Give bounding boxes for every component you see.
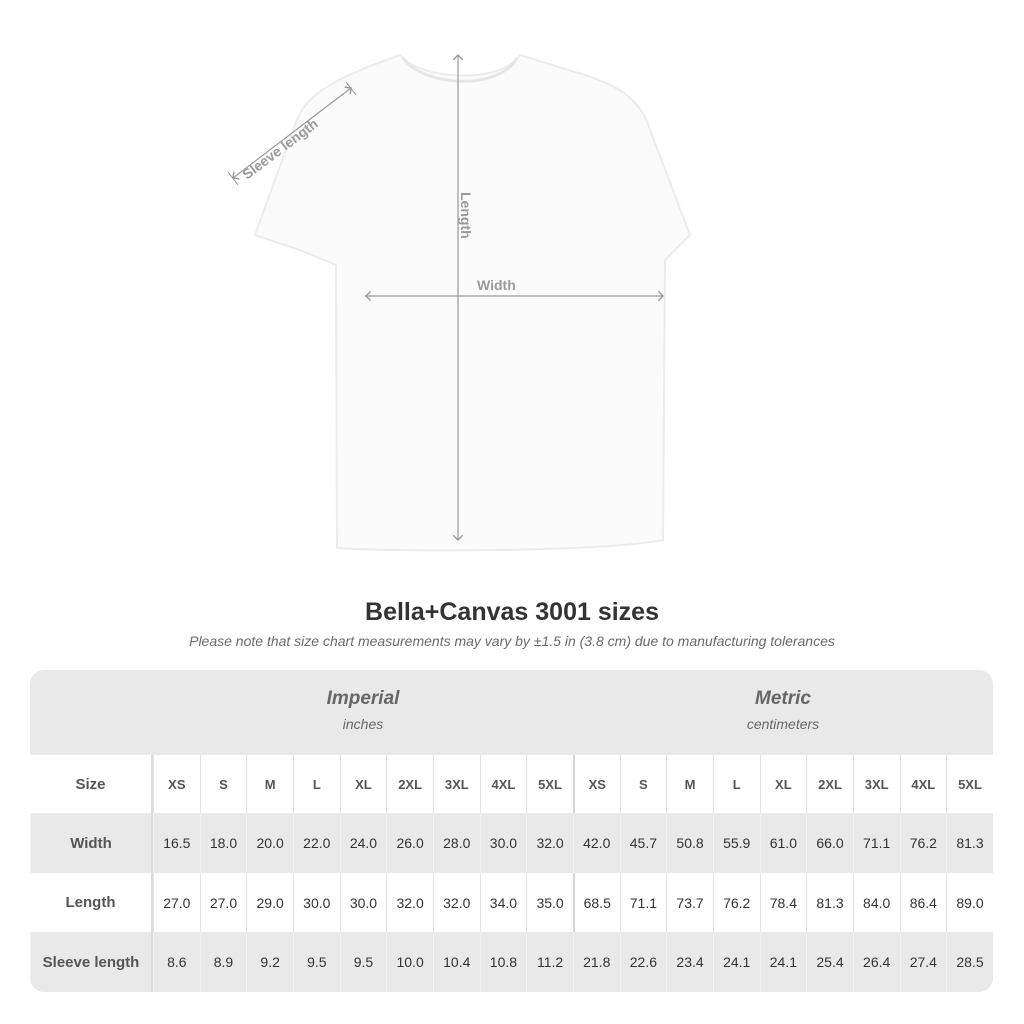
metric-value-cell: 81.3 <box>946 813 993 873</box>
metric-value-cell: 28.5 <box>946 932 993 992</box>
imperial-value-cell: 26.0 <box>386 813 433 873</box>
size-header-cell: S <box>199 755 247 813</box>
imperial-value-cell: 29.0 <box>246 873 293 932</box>
tolerance-note: Please note that size chart measurements… <box>189 633 835 649</box>
imperial-value-cell: 32.0 <box>386 873 433 932</box>
metric-value-cell: 66.0 <box>806 813 853 873</box>
imperial-value-cell: 35.0 <box>526 873 573 932</box>
metric-label: Metric <box>755 688 811 709</box>
imperial-value-cell: 27.0 <box>199 873 247 932</box>
size-header-cell: 3XL <box>432 755 480 813</box>
size-header-cell: 4XL <box>479 755 527 813</box>
metric-value-cell: 26.4 <box>852 932 900 992</box>
imperial-value-cell: 32.0 <box>432 873 480 932</box>
imperial-value-cell: 9.5 <box>292 932 340 992</box>
imperial-value-cell: 32.0 <box>526 813 573 873</box>
metric-value-cell: 76.2 <box>899 813 947 873</box>
size-header-cell: 5XL <box>526 755 573 813</box>
size-header-cell: XS <box>572 755 620 813</box>
metric-value-cell: 45.7 <box>619 813 667 873</box>
imperial-value-cell: 9.2 <box>246 932 293 992</box>
size-header-cell: S <box>619 755 667 813</box>
imperial-value-cell: 8.6 <box>153 932 200 992</box>
page-title: Bella+Canvas 3001 sizes <box>365 598 659 626</box>
size-header-cell: 3XL <box>852 755 900 813</box>
imperial-value-cell: 9.5 <box>339 932 387 992</box>
size-header-cell: 2XL <box>386 755 433 813</box>
metric-value-cell: 22.6 <box>619 932 667 992</box>
metric-value-cell: 42.0 <box>572 813 620 873</box>
imperial-value-cell: 16.5 <box>153 813 200 873</box>
imperial-value-cell: 22.0 <box>292 813 340 873</box>
metric-value-cell: 81.3 <box>806 873 853 932</box>
size-header-cell: L <box>292 755 340 813</box>
metric-header: Metric centimeters <box>573 670 993 755</box>
metric-value-cell: 61.0 <box>759 813 807 873</box>
metric-unit: centimeters <box>746 716 820 732</box>
size-header-cell: 4XL <box>899 755 947 813</box>
metric-value-cell: 55.9 <box>712 813 760 873</box>
imperial-value-cell: 20.0 <box>246 813 293 873</box>
metric-value-cell: 71.1 <box>852 813 900 873</box>
imperial-value-cell: 30.0 <box>479 813 527 873</box>
metric-value-cell: 21.8 <box>572 932 620 992</box>
size-header-cell: M <box>246 755 293 813</box>
sleeve-measure-line <box>233 88 351 178</box>
imperial-value-cell: 27.0 <box>153 873 200 932</box>
row-label: Width <box>30 813 153 873</box>
imperial-value-cell: 34.0 <box>479 873 527 932</box>
imperial-value-cell: 10.4 <box>432 932 480 992</box>
length-label: Length <box>458 192 474 239</box>
table-row: Sleeve length 8.6 8.9 9.2 9.5 9.5 10.0 10.4 10.8… <box>30 932 993 992</box>
size-table: Imperial inches Metric centimeters Size X… <box>30 670 993 992</box>
metric-value-cell: 71.1 <box>619 873 667 932</box>
imperial-value-cell: 18.0 <box>199 813 247 873</box>
size-header-cell: 5XL <box>946 755 993 813</box>
size-header-cell: L <box>712 755 760 813</box>
imperial-value-cell: 28.0 <box>432 813 480 873</box>
imperial-header: Imperial inches <box>153 670 573 755</box>
metric-value-cell: 24.1 <box>759 932 807 992</box>
size-header-row: Size XS S M L XL 2XL 3XL 4XL 5XL XS S M L XL 2XL 3XL 4XL 5… <box>30 755 993 813</box>
imperial-value-cell: 30.0 <box>292 873 340 932</box>
metric-value-cell: 89.0 <box>946 873 993 932</box>
metric-value-cell: 23.4 <box>666 932 713 992</box>
tshirt-diagram: Sleeve length Length Width <box>227 53 692 552</box>
metric-value-cell: 68.5 <box>572 873 620 932</box>
size-header-cell: XL <box>339 755 387 813</box>
imperial-value-cell: 11.2 <box>526 932 573 992</box>
imperial-unit: inches <box>342 716 384 732</box>
metric-value-cell: 73.7 <box>666 873 713 932</box>
metric-value-cell: 25.4 <box>806 932 853 992</box>
imperial-value-cell: 24.0 <box>339 813 387 873</box>
metric-value-cell: 84.0 <box>852 873 900 932</box>
metric-value-cell: 76.2 <box>712 873 760 932</box>
metric-value-cell: 27.4 <box>899 932 947 992</box>
imperial-value-cell: 8.9 <box>199 932 247 992</box>
row-label: Size <box>30 755 153 813</box>
imperial-label: Imperial <box>326 688 400 709</box>
metric-value-cell: 78.4 <box>759 873 807 932</box>
metric-value-cell: 86.4 <box>899 873 947 932</box>
metric-value-cell: 24.1 <box>712 932 760 992</box>
imperial-value-cell: 10.0 <box>386 932 433 992</box>
size-header-cell: XS <box>153 755 200 813</box>
imperial-value-cell: 10.8 <box>479 932 527 992</box>
size-header-cell: M <box>666 755 713 813</box>
width-label: Width <box>477 277 516 293</box>
size-header-cell: XL <box>759 755 807 813</box>
imperial-value-cell: 30.0 <box>339 873 387 932</box>
table-row: Width 16.5 18.0 20.0 22.0 24.0 26.0 28.0 30.0 32.… <box>30 813 993 873</box>
row-label: Sleeve length <box>30 932 153 992</box>
row-label: Length <box>30 873 153 932</box>
table-row: Length 27.0 27.0 29.0 30.0 30.0 32.0 32.0 34.0 35… <box>30 873 993 932</box>
metric-value-cell: 50.8 <box>666 813 713 873</box>
size-header-cell: 2XL <box>806 755 853 813</box>
tshirt-shape <box>253 53 692 552</box>
